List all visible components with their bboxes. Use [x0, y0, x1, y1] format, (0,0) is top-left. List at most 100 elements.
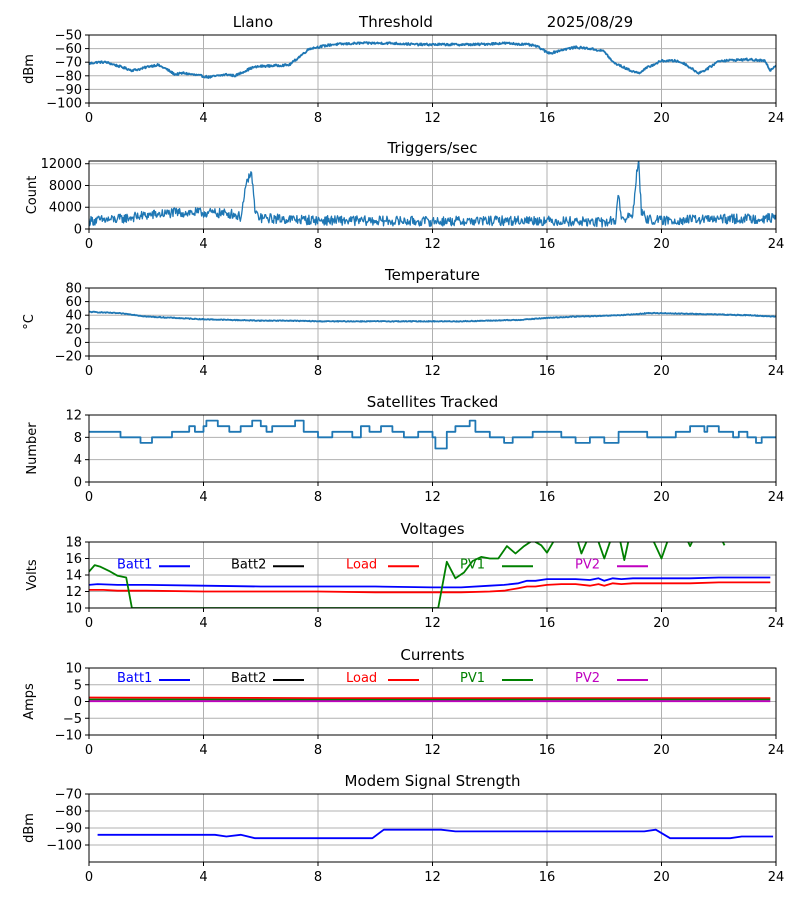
header-station: Llano — [233, 13, 273, 31]
x-tick-label: 24 — [768, 616, 785, 631]
x-tick-label: 16 — [539, 364, 556, 379]
x-tick-label: 8 — [314, 111, 322, 126]
y-tick-label: −100 — [46, 97, 82, 112]
legend-label-pv2: PV2 — [575, 671, 600, 686]
y-tick-label: 5 — [74, 678, 82, 693]
currents-series-line-Load — [89, 696, 771, 699]
voltages-series-line-Load — [89, 581, 771, 594]
x-tick-label: 0 — [85, 743, 93, 758]
y-tick-label: 20 — [65, 322, 82, 337]
y-tick-label: 40 — [65, 309, 82, 324]
x-tick-label: 8 — [314, 490, 322, 505]
x-tick-label: 20 — [653, 870, 670, 885]
y-tick-label: 14 — [65, 569, 82, 584]
x-tick-label: 24 — [768, 743, 785, 758]
satellites-chart: 0 4 8 12 16 20 24 0 4 8 12 Satellites Tracked Number — [25, 393, 784, 505]
voltages-series-line-PV1 — [89, 542, 726, 608]
x-tick-label: 12 — [424, 743, 441, 758]
x-tick-label: 12 — [424, 237, 441, 252]
x-tick-label: 4 — [199, 237, 207, 252]
satellites-series-line-0 — [89, 419, 776, 450]
currents-title: Currents — [400, 646, 464, 664]
legend-label-load: Load — [346, 557, 377, 572]
x-tick-label: 16 — [539, 111, 556, 126]
y-tick-label: 60 — [65, 295, 82, 310]
x-tick-label: 16 — [539, 743, 556, 758]
y-tick-label: −50 — [55, 29, 82, 44]
x-tick-label: 24 — [768, 870, 785, 885]
x-tick-label: 12 — [424, 364, 441, 379]
temperature-series-line-0 — [89, 310, 776, 323]
x-tick-label: 4 — [199, 616, 207, 631]
y-tick-label: 0 — [74, 223, 82, 238]
y-tick-label: −5 — [63, 712, 82, 727]
x-tick-label: 24 — [768, 364, 785, 379]
x-tick-label: 16 — [539, 870, 556, 885]
legend-label-load: Load — [346, 671, 377, 686]
y-tick-label: −60 — [55, 42, 82, 57]
temperature-y-axis-label: °C — [22, 314, 37, 330]
y-tick-label: 80 — [65, 282, 82, 297]
y-tick-label: 10 — [65, 662, 82, 677]
y-tick-label: −80 — [55, 69, 82, 84]
legend-label-pv2: PV2 — [575, 557, 600, 572]
x-tick-label: 4 — [199, 111, 207, 126]
modem-chart: 0 4 8 12 16 20 24 −100 −90 −80 −70 Modem Signal Str… — [22, 772, 784, 885]
x-tick-label: 4 — [199, 364, 207, 379]
satellites-title: Satellites Tracked — [367, 393, 498, 411]
satellites-y-axis-label: Number — [25, 422, 40, 475]
x-tick-label: 20 — [653, 111, 670, 126]
voltages-series-line-Batt1 — [89, 576, 771, 589]
y-tick-label: −70 — [55, 788, 82, 803]
x-tick-label: 16 — [539, 490, 556, 505]
x-tick-label: 24 — [768, 111, 785, 126]
y-tick-label: −10 — [55, 729, 82, 744]
currents-chart: 0 4 8 12 16 20 24 −10 −5 0 510 Currents Amps Batt1 Bat… — [22, 646, 784, 758]
x-tick-label: 4 — [199, 490, 207, 505]
y-tick-label: 16 — [65, 552, 82, 567]
x-tick-label: 0 — [85, 490, 93, 505]
y-tick-label: −100 — [46, 839, 82, 854]
x-tick-label: 12 — [424, 870, 441, 885]
x-tick-label: 12 — [424, 616, 441, 631]
legend-label-batt1: Batt1 — [117, 671, 152, 686]
y-tick-label: 0 — [74, 336, 82, 351]
y-tick-label: 12 — [65, 585, 82, 600]
y-tick-label: −80 — [55, 805, 82, 820]
y-tick-label: 0 — [74, 476, 82, 491]
y-tick-label: 4000 — [49, 201, 82, 216]
x-tick-label: 0 — [85, 616, 93, 631]
modem-series-line-0 — [97, 828, 774, 840]
y-tick-label: −90 — [55, 822, 82, 837]
triggers-chart: 0 4 8 12 16 20 24 0 4000 8000 12000 Triggers/sec Cou… — [25, 139, 784, 252]
y-tick-label: −20 — [55, 350, 82, 365]
header-date: 2025/08/29 — [547, 13, 633, 31]
y-tick-label: −70 — [55, 56, 82, 71]
x-tick-label: 0 — [85, 870, 93, 885]
triggers-title: Triggers/sec — [387, 139, 478, 157]
y-tick-label: 18 — [65, 536, 82, 551]
legend-label-batt2: Batt2 — [231, 671, 266, 686]
x-tick-label: 12 — [424, 111, 441, 126]
x-tick-label: 0 — [85, 237, 93, 252]
x-tick-label: 8 — [314, 237, 322, 252]
header-mode: Threshold — [358, 13, 433, 31]
voltages-title: Voltages — [400, 520, 464, 538]
x-tick-label: 0 — [85, 111, 93, 126]
x-tick-label: 24 — [768, 490, 785, 505]
x-tick-label: 16 — [539, 237, 556, 252]
y-tick-label: 8 — [74, 431, 82, 446]
x-tick-label: 8 — [314, 616, 322, 631]
x-tick-label: 0 — [85, 364, 93, 379]
legend-label-batt1: Batt1 — [117, 557, 152, 572]
x-tick-label: 20 — [653, 743, 670, 758]
x-tick-label: 8 — [314, 870, 322, 885]
x-tick-label: 20 — [653, 490, 670, 505]
legend-label-batt2: Batt2 — [231, 557, 266, 572]
x-tick-label: 4 — [199, 870, 207, 885]
y-tick-label: 0 — [74, 695, 82, 710]
x-tick-label: 8 — [314, 364, 322, 379]
